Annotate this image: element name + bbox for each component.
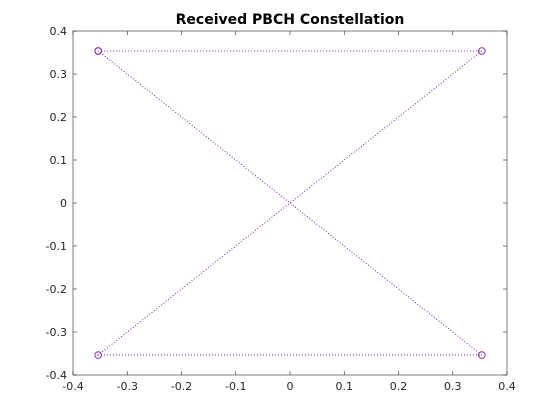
x-tick-label: 0 <box>287 380 294 393</box>
data-point <box>94 47 102 55</box>
x-tick-label: 0.2 <box>390 380 408 393</box>
y-tick-label: -0.3 <box>46 326 67 339</box>
x-tick-label: -0.1 <box>225 380 246 393</box>
x-tick-label: -0.4 <box>62 380 83 393</box>
y-tick-label: 0 <box>60 197 67 210</box>
data-point <box>478 47 486 55</box>
chart-title: Received PBCH Constellation <box>176 12 405 28</box>
series-line <box>96 50 484 356</box>
x-tick-label: 0.3 <box>444 380 462 393</box>
series-layer <box>94 47 486 359</box>
y-tick-label: -0.1 <box>46 240 67 253</box>
y-tick-label: 0.2 <box>50 111 68 124</box>
y-tick-label: -0.2 <box>46 283 67 296</box>
y-tick-label: 0.1 <box>50 154 68 167</box>
x-tick-label: 0.4 <box>498 380 516 393</box>
y-tick-label: 0.4 <box>50 25 68 38</box>
y-tick-label: -0.4 <box>46 369 67 382</box>
ticks-layer: -0.4 -0.3 -0.2 -0.1 0 0.1 0.2 0.3 0.4 -0.4 -0.3 -0.… <box>46 25 516 393</box>
y-tick-label: 0.3 <box>50 68 68 81</box>
x-tick-label: -0.2 <box>171 380 192 393</box>
x-tick-label: 0.1 <box>336 380 354 393</box>
data-point <box>478 351 486 359</box>
data-point <box>94 351 102 359</box>
x-tick-label: -0.3 <box>117 380 138 393</box>
